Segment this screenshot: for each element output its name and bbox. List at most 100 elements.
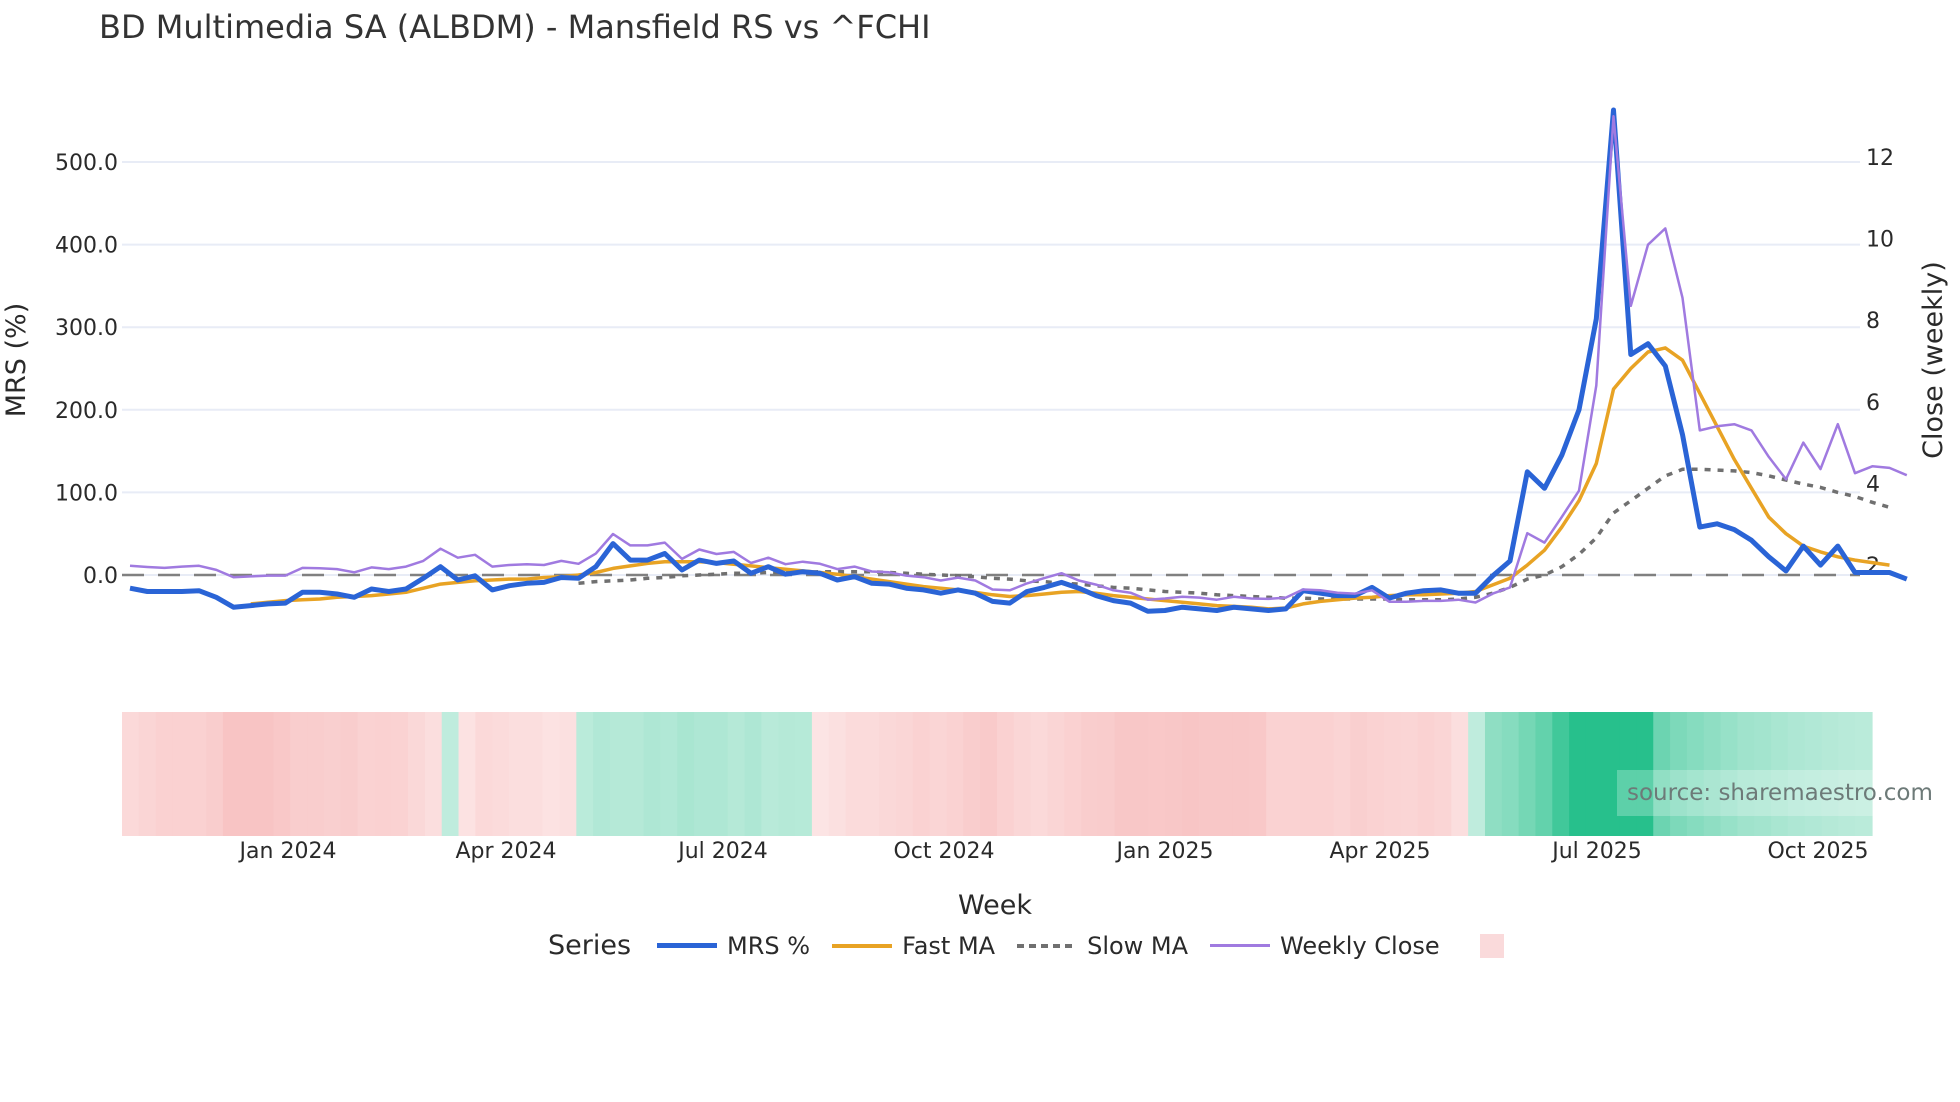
legend-label: Slow MA	[1087, 931, 1189, 960]
mrs-line-swatch-icon	[657, 943, 718, 948]
heatmap-cell	[1737, 712, 1755, 836]
heatmap-cell	[1670, 712, 1688, 836]
y-tick-label: 0.0	[83, 564, 118, 589]
heatmap-cell	[172, 712, 190, 836]
regime-heatmap	[122, 712, 1873, 836]
heatmap-cell	[1266, 712, 1284, 836]
legend-label: Fast MA	[902, 931, 996, 960]
chart-title: BD Multimedia SA (ALBDM) - Mansfield RS …	[99, 8, 931, 46]
heatmap-cell	[811, 712, 830, 836]
slow-ma-line[interactable]	[578, 467, 1890, 602]
heatmap-cell	[1148, 712, 1166, 836]
heatmap-cell	[424, 712, 443, 836]
heatmap-cell	[1417, 712, 1436, 836]
series-lines[interactable]	[129, 107, 1908, 614]
heatmap-cell	[1114, 712, 1133, 836]
heatmap-cell	[1182, 712, 1200, 836]
heatmap-cell	[239, 712, 258, 836]
x-tick-label: Jan 2024	[238, 839, 337, 864]
heatmap-cell	[1838, 712, 1856, 836]
heatmap-cell	[845, 712, 863, 836]
heatmap-cell	[1855, 712, 1873, 836]
weekly-close-line[interactable]	[129, 114, 1908, 604]
heatmap-cell	[997, 712, 1015, 836]
heatmap-cell	[1198, 712, 1217, 836]
heatmap-cell	[660, 712, 678, 836]
heatmap-cell	[1787, 712, 1806, 836]
y-axis-right-title: Close (weekly)	[1918, 261, 1949, 459]
heatmap-cell	[408, 712, 426, 836]
heatmap-cell	[357, 712, 376, 836]
heatmap-cell	[307, 712, 325, 836]
slow-ma-dotted-swatch-icon	[1017, 943, 1078, 948]
heatmap-cell	[1569, 712, 1587, 836]
heatmap-cell	[1299, 712, 1318, 836]
legend-item-weekly-close[interactable]: Weekly Close	[1210, 932, 1440, 960]
heatmap-cell	[1636, 712, 1654, 836]
heatmap-cell	[206, 712, 224, 836]
heatmap-cell	[1451, 712, 1469, 836]
heatmap-cell	[912, 712, 931, 836]
heatmap-cell	[1047, 712, 1065, 836]
legend-item-fast-ma[interactable]: Fast MA	[832, 932, 995, 960]
heatmap-cell	[1064, 712, 1082, 836]
source-attribution: source: sharemaestro.com	[1617, 770, 1947, 816]
y-tick-label: 400.0	[55, 234, 118, 259]
heatmap-cell	[492, 712, 510, 836]
heatmap-cell	[727, 712, 746, 836]
y-axis-right-ticks: 2 4 6 8 10 12	[1866, 146, 1894, 579]
y-axis-left-title: MRS (%)	[1, 303, 32, 418]
x-axis-ticks: Jan 2024 Apr 2024 Jul 2024 Oct 2024 Jan 2025…	[238, 839, 1869, 864]
heatmap-cell	[340, 712, 359, 836]
heatmap-cell	[1249, 712, 1267, 836]
heatmap-cell	[525, 712, 544, 836]
y2-tick-label: 4	[1866, 472, 1880, 497]
y-tick-label: 200.0	[55, 399, 118, 424]
x-tick-label: Jul 2024	[676, 839, 768, 864]
heatmap-cell	[1283, 712, 1301, 836]
heatmap-cell	[576, 712, 594, 836]
heatmap-cell	[475, 712, 493, 836]
heatmap-cell	[1754, 712, 1772, 836]
heatmap-cell	[542, 712, 561, 836]
legend-label: MRS %	[727, 931, 811, 960]
heatmap-cell	[929, 712, 948, 836]
heatmap-cell	[222, 712, 241, 836]
legend-item-mrs[interactable]: MRS %	[657, 932, 810, 960]
legend: Series MRS % Fast MA Slow MA Weekly Clos…	[548, 930, 1526, 961]
heatmap-cell	[1619, 712, 1638, 836]
heatmap-cell	[1468, 712, 1486, 836]
y-tick-label: 500.0	[55, 151, 118, 176]
x-tick-label: Apr 2025	[1329, 839, 1430, 864]
legend-item-slow-ma[interactable]: Slow MA	[1017, 932, 1188, 960]
heatmap-cell	[862, 712, 880, 836]
heatmap-cell	[1333, 712, 1351, 836]
fast-ma-line[interactable]	[250, 346, 1890, 611]
heatmap-cell	[1535, 712, 1553, 836]
heatmap-cell	[323, 712, 342, 836]
heatmap-cell	[441, 712, 460, 836]
x-axis-title: Week	[958, 890, 1032, 921]
heatmap-cell	[980, 712, 998, 836]
x-tick-label: Apr 2024	[455, 839, 556, 864]
weekly-close-line-swatch-icon	[1210, 944, 1271, 947]
heatmap-cell	[1097, 712, 1116, 836]
heatmap-cell	[694, 712, 712, 836]
heatmap-cell	[1653, 712, 1671, 836]
heatmap-cell	[1232, 712, 1251, 836]
heatmap-cell	[677, 712, 695, 836]
heatmap-cell	[1484, 712, 1503, 836]
heatmap-cell	[879, 712, 897, 836]
x-tick-label: Jan 2025	[1115, 839, 1214, 864]
heatmap-cell	[1081, 712, 1099, 836]
legend-title: Series	[548, 930, 632, 961]
heatmap-cell	[1434, 712, 1452, 836]
heatmap-cell	[1518, 712, 1537, 836]
heatmap-cell	[1720, 712, 1738, 836]
legend-item-regime-band[interactable]	[1462, 933, 1504, 958]
heatmap-cell	[710, 712, 729, 836]
heatmap-cell	[1804, 712, 1823, 836]
heatmap-cell	[828, 712, 847, 836]
y2-tick-label: 2	[1866, 554, 1880, 579]
heatmap-cell	[896, 712, 914, 836]
